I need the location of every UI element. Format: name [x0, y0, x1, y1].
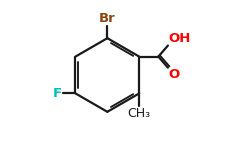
Text: OH: OH	[169, 32, 191, 45]
Text: O: O	[169, 68, 180, 81]
Text: F: F	[53, 87, 62, 100]
Text: CH₃: CH₃	[128, 107, 151, 120]
Text: Br: Br	[99, 12, 116, 25]
